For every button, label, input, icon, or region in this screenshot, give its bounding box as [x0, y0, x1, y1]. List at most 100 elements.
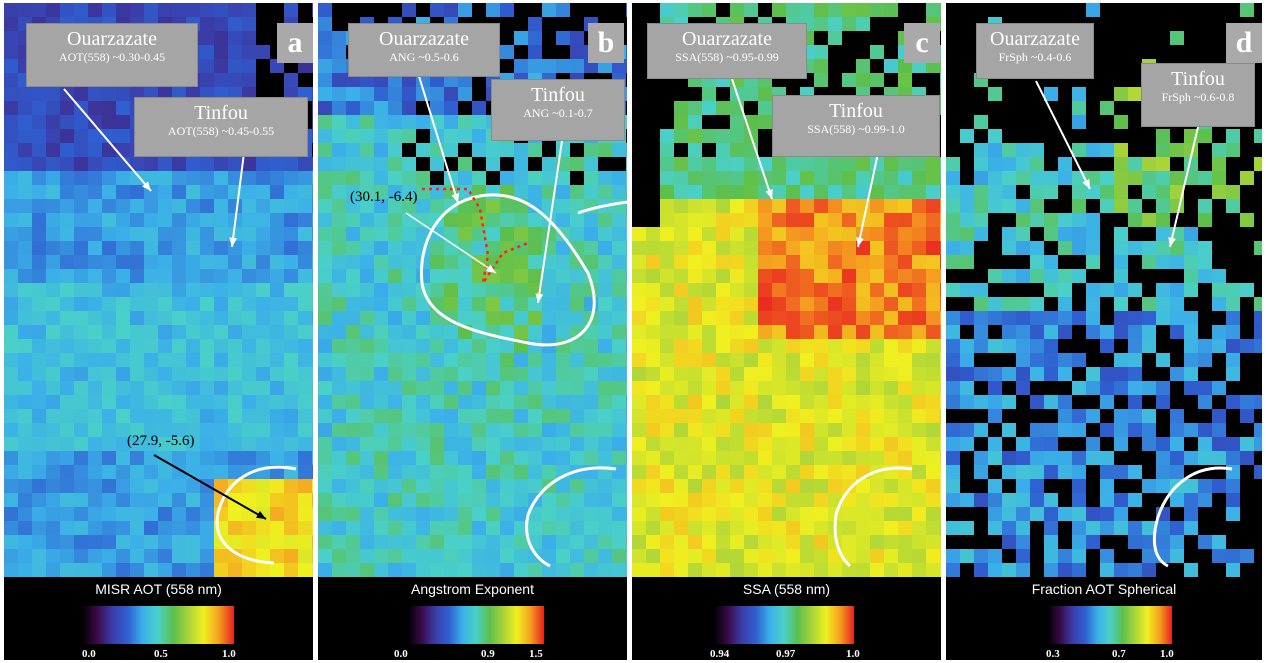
heatmap-cell [1030, 353, 1044, 367]
heatmap-cell [4, 353, 18, 367]
heatmap-cell [772, 493, 786, 507]
heatmap-cell [660, 241, 674, 255]
heatmap-cell [870, 479, 884, 493]
heatmap-cell [786, 395, 800, 409]
heatmap-cell [1086, 325, 1100, 339]
heatmap-cell [46, 437, 60, 451]
heatmap-cell [144, 367, 158, 381]
heatmap-cell [158, 3, 172, 17]
heatmap-cell [1030, 451, 1044, 465]
heatmap-cell [660, 171, 674, 185]
heatmap-cell [214, 241, 228, 255]
heatmap-cell [730, 157, 744, 171]
heatmap-cell [758, 213, 772, 227]
heatmap-cell [88, 423, 102, 437]
heatmap-cell [570, 479, 584, 493]
heatmap-cell [1058, 507, 1072, 521]
heatmap-cell [172, 367, 186, 381]
heatmap-cell [660, 213, 674, 227]
heatmap-cell [172, 451, 186, 465]
heatmap-cell [332, 311, 346, 325]
heatmap-cell [284, 213, 298, 227]
heatmap-cell [702, 339, 716, 353]
heatmap-cell [18, 311, 32, 325]
heatmap-cell [1170, 311, 1184, 325]
heatmap-cell [256, 493, 270, 507]
heatmap-cell [870, 563, 884, 577]
heatmap-cell [556, 423, 570, 437]
heatmap-cell [584, 171, 598, 185]
heatmap-cell [458, 311, 472, 325]
colorbar [82, 606, 234, 644]
heatmap-cell [814, 227, 828, 241]
heatmap-cell [318, 353, 332, 367]
heatmap-cell [800, 423, 814, 437]
heatmap-cell [18, 535, 32, 549]
heatmap-cell [360, 115, 374, 129]
heatmap-cell [730, 549, 744, 563]
heatmap-cell [688, 171, 702, 185]
heatmap-cell [1072, 535, 1086, 549]
heatmap-cell [744, 241, 758, 255]
heatmap-cell [716, 171, 730, 185]
heatmap-cell [786, 255, 800, 269]
heatmap-cell [758, 521, 772, 535]
heatmap-cell [458, 535, 472, 549]
heatmap-cell [884, 423, 898, 437]
heatmap-cell [584, 521, 598, 535]
heatmap-cell [298, 479, 312, 493]
heatmap-cell [960, 283, 974, 297]
heatmap-cell [172, 325, 186, 339]
heatmap-cell [926, 549, 940, 563]
heatmap-cell [884, 563, 898, 577]
heatmap-cell [1044, 437, 1058, 451]
heatmap-cell [1044, 451, 1058, 465]
heatmap-cell [828, 395, 842, 409]
heatmap-cell [4, 185, 18, 199]
heatmap-cell [758, 437, 772, 451]
heatmap-cell [46, 521, 60, 535]
heatmap-cell [716, 255, 730, 269]
heatmap-cell [870, 325, 884, 339]
heatmap-cell [284, 535, 298, 549]
heatmap-cell [542, 283, 556, 297]
heatmap-cell [646, 269, 660, 283]
heatmap-cell [898, 353, 912, 367]
heatmap-cell [444, 563, 458, 577]
heatmap-cell [612, 227, 626, 241]
heatmap-cell [556, 493, 570, 507]
heatmap-cell [102, 227, 116, 241]
heatmap-cell [1114, 437, 1128, 451]
heatmap-cell [186, 227, 200, 241]
heatmap-cell [1198, 199, 1212, 213]
heatmap-cell [1240, 339, 1254, 353]
heatmap-cell [102, 423, 116, 437]
heatmap-cell [332, 563, 346, 577]
heatmap-cell [486, 479, 500, 493]
heatmap-cell [814, 493, 828, 507]
heatmap-cell [814, 563, 828, 577]
heatmap-cell [786, 353, 800, 367]
heatmap-cell [444, 507, 458, 521]
heatmap-cell [18, 3, 32, 17]
heatmap-cell [158, 269, 172, 283]
heatmap-cell [800, 325, 814, 339]
heatmap-cell [1044, 185, 1058, 199]
heatmap-cell [870, 437, 884, 451]
heatmap-cell [1128, 367, 1142, 381]
heatmap-cell [4, 171, 18, 185]
heatmap-cell [130, 367, 144, 381]
heatmap-cell [584, 437, 598, 451]
heatmap-cell [332, 241, 346, 255]
heatmap-cell [800, 199, 814, 213]
heatmap-cell [1072, 563, 1086, 577]
heatmap-cell [912, 549, 926, 563]
heatmap-cell [214, 437, 228, 451]
heatmap-cell [1072, 451, 1086, 465]
heatmap-cell [1058, 311, 1072, 325]
heatmap-cell [744, 437, 758, 451]
heatmap-cell [74, 535, 88, 549]
heatmap-cell [828, 465, 842, 479]
heatmap-cell [360, 395, 374, 409]
callout-title: Tinfou [194, 102, 248, 124]
